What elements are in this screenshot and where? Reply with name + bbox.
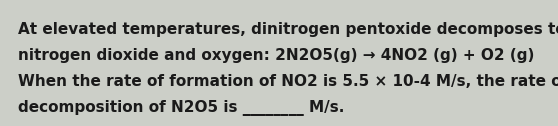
Text: decomposition of N2O5 is ________ M/s.: decomposition of N2O5 is ________ M/s. — [18, 100, 344, 116]
Text: When the rate of formation of NO2 is 5.5 × 10-4 M/s, the rate of: When the rate of formation of NO2 is 5.5… — [18, 74, 558, 89]
Text: At elevated temperatures, dinitrogen pentoxide decomposes to: At elevated temperatures, dinitrogen pen… — [18, 22, 558, 37]
Text: nitrogen dioxide and oxygen: 2N2O5(g) → 4NO2 (g) + O2 (g): nitrogen dioxide and oxygen: 2N2O5(g) → … — [18, 48, 535, 63]
